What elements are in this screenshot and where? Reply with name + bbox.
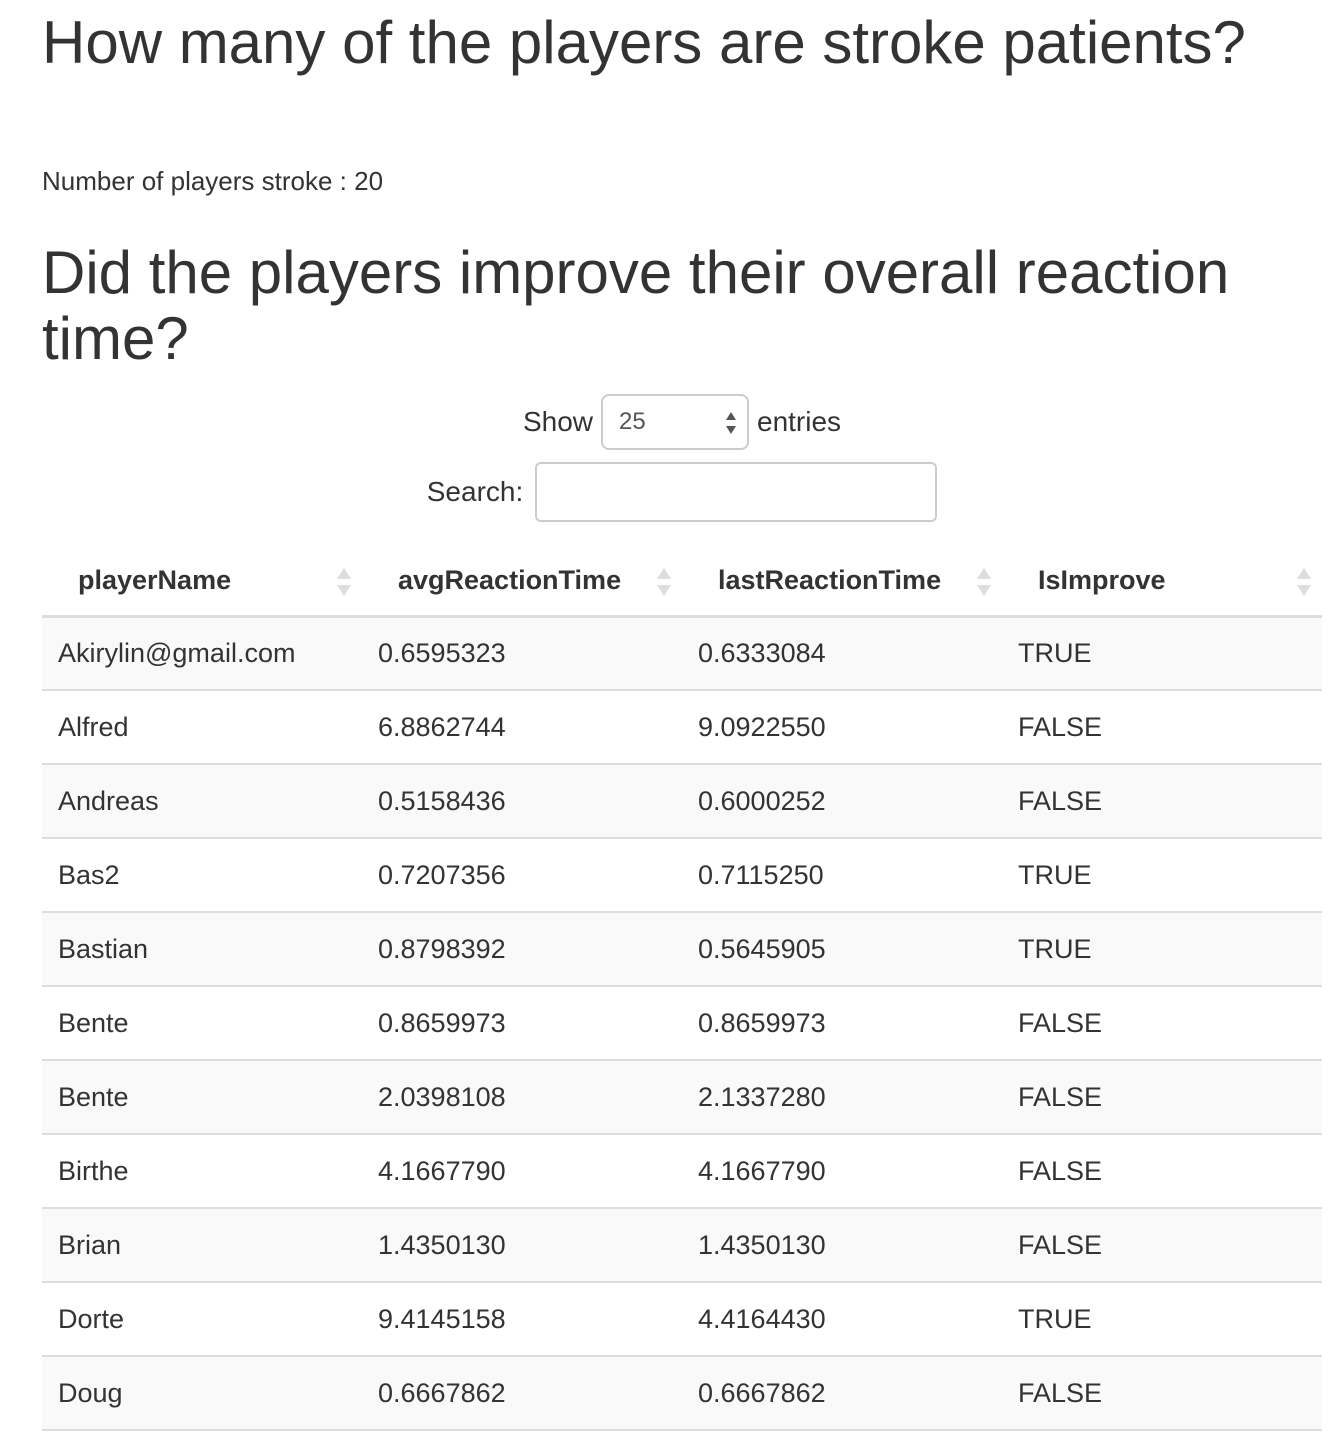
table-cell-avgReactionTime: 0.7207356 (362, 838, 682, 913)
sort-both-icon (1297, 568, 1311, 596)
table-cell-playerName: Doug (42, 1356, 362, 1431)
table-cell-IsImprove: FALSE (1002, 1060, 1322, 1135)
section-title-reaction: Did the players improve their overall re… (42, 239, 1230, 372)
section-title-stroke: How many of the players are stroke patie… (42, 9, 1246, 76)
table-cell-lastReactionTime: 0.7115250 (682, 838, 1002, 913)
table-cell-lastReactionTime: 0.6333084 (682, 616, 1002, 691)
column-header-label: avgReactionTime (398, 564, 622, 595)
table-cell-lastReactionTime: 0.6000252 (682, 764, 1002, 839)
table-cell-playerName: Birthe (42, 1134, 362, 1209)
table-cell-playerName: Alfred (42, 690, 362, 765)
table-row: Birthe 4.1667790 4.1667790 FALSE (42, 1134, 1322, 1209)
table-cell-avgReactionTime: 0.8798392 (362, 912, 682, 987)
column-header-label: IsImprove (1038, 564, 1166, 595)
entries-select[interactable]: 25 (601, 394, 749, 450)
table-cell-avgReactionTime: 0.5158436 (362, 764, 682, 839)
table-cell-IsImprove: FALSE (1002, 1208, 1322, 1283)
table-cell-IsImprove: TRUE (1002, 616, 1322, 691)
table-cell-lastReactionTime: 1.4350130 (682, 1208, 1002, 1283)
table-cell-lastReactionTime: 9.0922550 (682, 690, 1002, 765)
table-cell-playerName: Bas2 (42, 838, 362, 913)
table-row: Alfred 6.8862744 9.0922550 FALSE (42, 690, 1322, 765)
table-cell-avgReactionTime: 0.8659973 (362, 986, 682, 1061)
table-row: Brian 1.4350130 1.4350130 FALSE (42, 1208, 1322, 1283)
table-cell-playerName: Bente (42, 1060, 362, 1135)
table-cell-lastReactionTime: 0.6667862 (682, 1356, 1002, 1431)
table-cell-IsImprove: TRUE (1002, 912, 1322, 987)
table-cell-IsImprove: FALSE (1002, 1356, 1322, 1431)
search-control: Search: (42, 462, 1322, 522)
table-cell-IsImprove: FALSE (1002, 986, 1322, 1061)
table-row: Dorte 9.4145158 4.4164430 TRUE (42, 1282, 1322, 1357)
table-row: Bente 2.0398108 2.1337280 FALSE (42, 1060, 1322, 1135)
entries-select-value: 25 (619, 408, 646, 435)
table-cell-avgReactionTime: 9.4145158 (362, 1282, 682, 1357)
table-row: Akirylin@gmail.com 0.6595323 0.6333084 TRUE (42, 616, 1322, 691)
table-cell-avgReactionTime: 2.0398108 (362, 1060, 682, 1135)
sort-both-icon (977, 568, 991, 596)
sort-both-icon (657, 568, 671, 596)
table-cell-playerName: Bente (42, 986, 362, 1061)
table-cell-IsImprove: TRUE (1002, 838, 1322, 913)
table-row: Bente 0.8659973 0.8659973 FALSE (42, 986, 1322, 1061)
show-label: Show (522, 406, 593, 437)
search-label: Search: (426, 476, 524, 507)
table-cell-playerName: Bastian (42, 912, 362, 987)
table-cell-IsImprove: FALSE (1002, 1134, 1322, 1209)
table-cell-avgReactionTime: 6.8862744 (362, 690, 682, 765)
table-cell-IsImprove: TRUE (1002, 1282, 1322, 1357)
table-cell-playerName: Akirylin@gmail.com (42, 616, 362, 691)
table-cell-IsImprove: FALSE (1002, 690, 1322, 765)
column-header-avgReactionTime[interactable]: avgReactionTime (362, 546, 682, 618)
table-cell-avgReactionTime: 4.1667790 (362, 1134, 682, 1209)
table-cell-lastReactionTime: 4.1667790 (682, 1134, 1002, 1209)
entries-label: entries (757, 406, 842, 437)
table-cell-lastReactionTime: 2.1337280 (682, 1060, 1002, 1135)
column-header-lastReactionTime[interactable]: lastReactionTime (682, 546, 1002, 618)
table-cell-playerName: Brian (42, 1208, 362, 1283)
table-body: Akirylin@gmail.com 0.6595323 0.6333084 TRUE… (42, 616, 1322, 1431)
reaction-time-table: playerName avgReactionTime lastReactionTim… (42, 546, 1322, 1431)
table-cell-playerName: Andreas (42, 764, 362, 839)
search-input[interactable] (535, 462, 938, 522)
table-row: Bastian 0.8798392 0.5645905 TRUE (42, 912, 1322, 987)
table-cell-lastReactionTime: 0.8659973 (682, 986, 1002, 1061)
table-cell-avgReactionTime: 1.4350130 (362, 1208, 682, 1283)
table-header-row: playerName avgReactionTime lastReactionTim… (42, 546, 1322, 618)
stroke-count-text: Number of players stroke : 20 (42, 166, 384, 196)
column-header-label: playerName (78, 564, 232, 595)
entries-length-control: Show 25 entries (42, 392, 1322, 452)
sort-both-icon (337, 568, 351, 596)
table-cell-playerName: Dorte (42, 1282, 362, 1357)
column-header-IsImprove[interactable]: IsImprove (1002, 546, 1322, 618)
table-cell-lastReactionTime: 0.5645905 (682, 912, 1002, 987)
select-arrows-icon (726, 412, 736, 434)
table-cell-IsImprove: FALSE (1002, 764, 1322, 839)
table-cell-lastReactionTime: 4.4164430 (682, 1282, 1002, 1357)
table-row: Doug 0.6667862 0.6667862 FALSE (42, 1356, 1322, 1431)
table-cell-avgReactionTime: 0.6595323 (362, 616, 682, 691)
table-row: Andreas 0.5158436 0.6000252 FALSE (42, 764, 1322, 839)
table-row: Bas2 0.7207356 0.7115250 TRUE (42, 838, 1322, 913)
column-header-playerName[interactable]: playerName (42, 546, 362, 618)
column-header-label: lastReactionTime (718, 564, 942, 595)
table-cell-avgReactionTime: 0.6667862 (362, 1356, 682, 1431)
